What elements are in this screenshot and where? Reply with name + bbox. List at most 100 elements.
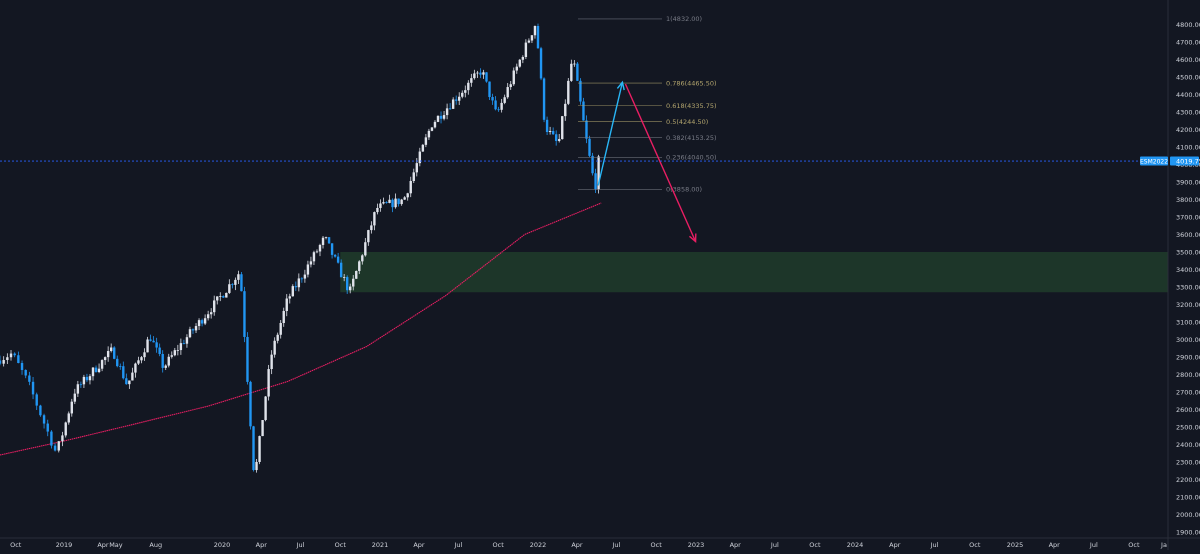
fib-level[interactable]: 0.618(4335.75): [578, 102, 717, 110]
candle: [200, 318, 204, 327]
candle: [9, 349, 13, 361]
candle: [497, 106, 500, 112]
candle: [367, 229, 370, 246]
candle: [243, 286, 246, 343]
candle: [361, 254, 364, 265]
x-tick-label: 2019: [56, 541, 73, 549]
support-zone[interactable]: [340, 252, 1168, 293]
candle: [291, 284, 294, 297]
x-tick-label: Apr: [571, 541, 583, 549]
x-tick-label: Oct: [10, 541, 22, 549]
x-tick-label: 2020: [214, 541, 231, 549]
candle: [273, 337, 276, 358]
x-tick-label: Apr: [413, 541, 425, 549]
candle: [458, 92, 461, 106]
candle: [349, 283, 352, 294]
candle: [61, 431, 64, 447]
last-price-label: 4019.75: [1170, 156, 1200, 166]
fib-level[interactable]: 0(3858.00): [578, 186, 702, 194]
candle: [512, 67, 515, 86]
candle: [209, 308, 213, 319]
candle: [582, 97, 585, 121]
candle: [13, 352, 16, 358]
candle: [485, 72, 488, 83]
candle: [20, 360, 24, 375]
moving-average-line: [0, 202, 602, 456]
fib-level[interactable]: 0.236(4040.50): [578, 154, 717, 162]
candle: [131, 367, 134, 381]
candle: [412, 168, 415, 184]
x-tick-label: Oct: [809, 541, 821, 549]
candle: [24, 369, 27, 379]
candle: [539, 46, 543, 81]
candle: [394, 193, 397, 209]
candle: [267, 364, 270, 401]
candle: [503, 94, 506, 105]
candle: [509, 81, 512, 90]
x-tick-label: 2023: [688, 541, 705, 549]
x-tick-label: 2025: [1007, 541, 1024, 549]
candle: [67, 411, 70, 425]
y-tick-label: 3400.00: [1176, 266, 1200, 274]
candle: [551, 127, 555, 135]
y-tick-label: 3800.00: [1176, 196, 1200, 204]
candle: [591, 152, 594, 176]
candle: [355, 270, 358, 279]
candle: [122, 361, 125, 380]
candle: [252, 425, 255, 472]
projection-arrow[interactable]: [624, 83, 697, 243]
fib-level[interactable]: 0.786(4465.50): [578, 79, 717, 87]
instrument-label: ESM2022: [1140, 156, 1168, 166]
y-tick-label: 2500.00: [1176, 423, 1200, 431]
candle: [542, 77, 546, 123]
candle: [155, 337, 158, 353]
candle: [594, 168, 597, 194]
fib-label: 0.5(4244.50): [666, 118, 708, 126]
x-tick-label: Ja: [1160, 541, 1167, 549]
candle: [182, 339, 186, 345]
candle: [216, 296, 219, 305]
fib-level[interactable]: 0.382(4153.25): [578, 134, 717, 142]
candle: [70, 398, 73, 417]
candle: [173, 347, 177, 357]
candle: [467, 80, 470, 95]
x-tick-label: Oct: [651, 541, 663, 549]
y-tick-label: 4300.00: [1176, 108, 1200, 116]
candle: [176, 344, 180, 356]
candle: [436, 115, 440, 123]
price-axis[interactable]: 4800.00 4700.00 4600.00 4500.00 4400.00 4300.…: [1176, 21, 1200, 537]
candle: [470, 73, 473, 87]
candle: [324, 236, 328, 240]
candle: [352, 275, 355, 291]
fib-level[interactable]: 1(4832.00): [578, 15, 702, 23]
candle: [424, 133, 428, 148]
candle: [388, 194, 391, 204]
x-tick-label: Jul: [770, 541, 779, 549]
candle: [473, 69, 476, 80]
candle: [530, 34, 534, 44]
candle: [321, 235, 325, 249]
y-tick-label: 2400.00: [1176, 441, 1200, 449]
candle: [228, 279, 231, 294]
projection-arrow[interactable]: [597, 80, 625, 186]
candle: [219, 292, 222, 302]
time-axis[interactable]: Oct 2019 Apr May Aug 2020 Apr Jul Oct 2021 Apr Jul O…: [10, 541, 1167, 549]
candle: [203, 314, 207, 326]
y-tick-label: 2600.00: [1176, 406, 1200, 414]
x-tick-label: Oct: [969, 541, 981, 549]
candle: [137, 356, 140, 365]
candle: [106, 346, 110, 362]
x-tick-label: 2022: [530, 541, 547, 549]
candle: [276, 332, 279, 344]
y-tick-label: 2900.00: [1176, 353, 1200, 361]
candle: [85, 373, 89, 383]
fib-level[interactable]: 0.5(4244.50): [578, 118, 708, 126]
y-tick-label: 2200.00: [1176, 476, 1200, 484]
candle: [545, 116, 549, 136]
y-tick-label: 1900.00: [1176, 528, 1200, 536]
candle: [119, 363, 122, 370]
candle: [161, 350, 164, 373]
candle: [506, 82, 509, 99]
